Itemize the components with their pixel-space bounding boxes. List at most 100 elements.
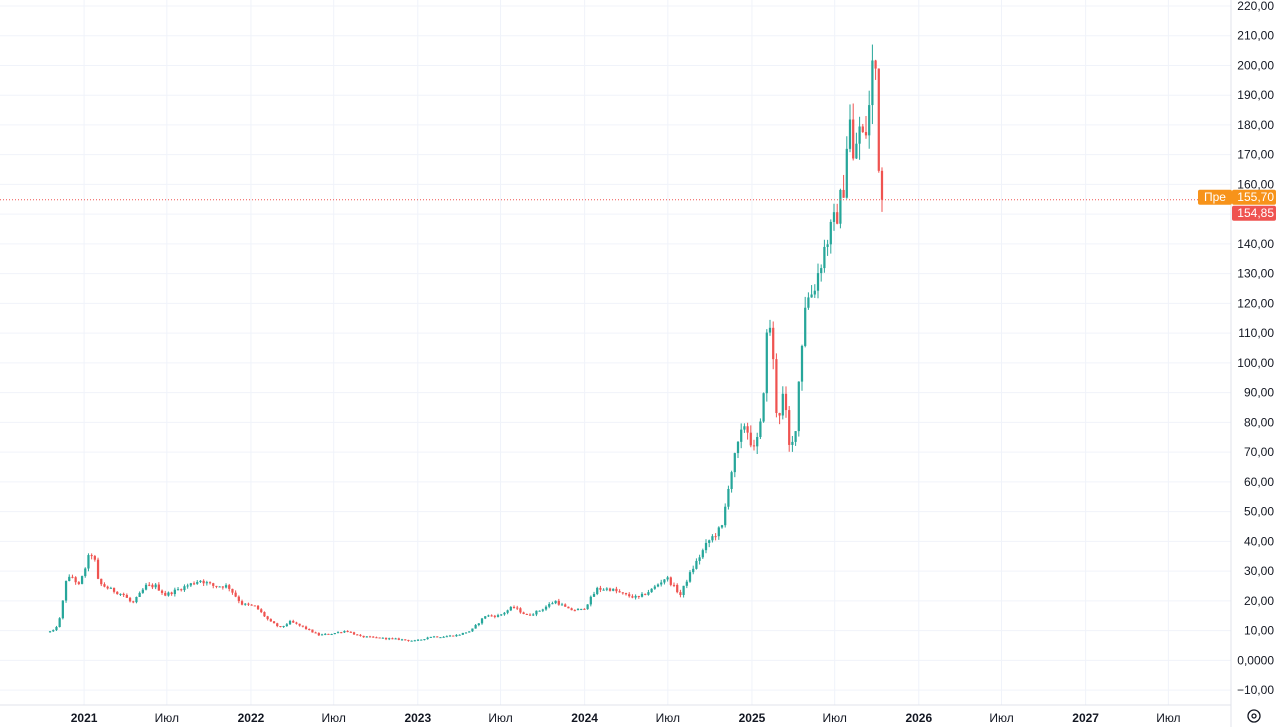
candle-body	[349, 631, 352, 633]
x-axis-labels[interactable]: 2021 Июл 2022 Июл 2023 Июл 2024 Июл 2025 Июл 2026 И…	[71, 711, 1181, 725]
candle	[445, 635, 448, 638]
candle	[832, 203, 836, 231]
candle	[676, 583, 679, 594]
candle	[839, 188, 842, 229]
candle-body	[311, 629, 314, 633]
y-tick-label: 220,00	[1237, 0, 1274, 13]
candle	[90, 553, 93, 560]
candle-body	[826, 244, 829, 247]
candle	[372, 636, 375, 638]
candle-body	[442, 636, 445, 638]
candle	[692, 565, 695, 575]
candle	[442, 636, 445, 638]
candle-body	[551, 603, 554, 605]
candle	[855, 132, 858, 159]
candle	[119, 593, 122, 597]
candle-body	[679, 592, 682, 596]
candle	[541, 608, 544, 613]
candle	[730, 470, 733, 493]
last-price-bg	[1232, 205, 1276, 221]
candle	[55, 625, 58, 631]
premarket-label-bg	[1198, 189, 1232, 205]
candle-body	[615, 588, 618, 592]
candle-body	[650, 588, 653, 593]
candle	[788, 406, 791, 452]
candle	[586, 604, 589, 610]
candle	[394, 637, 397, 640]
candle-body	[256, 605, 260, 610]
candle-body	[384, 637, 388, 640]
candle	[423, 639, 426, 641]
y-tick-label: 30,00	[1244, 564, 1274, 578]
candle-body	[183, 586, 186, 591]
candle-body	[340, 632, 343, 634]
candle	[516, 605, 519, 611]
y-tick-label: 60,00	[1244, 475, 1274, 489]
candle-body	[676, 584, 679, 593]
candle	[768, 319, 772, 336]
candle	[490, 614, 493, 617]
candle	[109, 586, 112, 589]
x-tick-label: Июл	[989, 711, 1013, 725]
candle	[464, 632, 468, 634]
candle	[842, 174, 845, 198]
candle	[52, 629, 55, 632]
candle-body	[714, 536, 717, 538]
candle-body	[567, 606, 570, 609]
candle-body	[87, 555, 90, 569]
candle-body	[64, 581, 68, 601]
candle-body	[864, 132, 868, 136]
candle-body	[253, 605, 256, 607]
candle	[135, 596, 138, 604]
candle	[797, 381, 800, 437]
candle	[180, 588, 183, 592]
candle	[138, 591, 141, 598]
candle	[695, 558, 698, 570]
candle-body	[192, 583, 196, 585]
candle	[644, 593, 647, 596]
candle	[125, 593, 128, 598]
candle-body	[109, 587, 112, 589]
candle	[100, 578, 103, 587]
candle-body	[157, 584, 160, 591]
premarket-badge: Пре 155,70	[1198, 189, 1276, 205]
candle-body	[554, 600, 557, 604]
candle	[868, 90, 871, 149]
candle	[112, 587, 116, 594]
candle-body	[672, 584, 676, 586]
candle-body	[682, 585, 685, 596]
candle-body	[199, 580, 202, 583]
candle	[749, 425, 752, 448]
candle	[301, 625, 304, 628]
candle-body	[736, 441, 740, 454]
candle-body	[292, 620, 295, 623]
candle-body	[848, 119, 852, 149]
candle-body	[653, 586, 656, 589]
candle	[538, 610, 541, 612]
candle	[160, 589, 164, 595]
candle	[592, 591, 596, 597]
y-axis-labels[interactable]: −10,00 0,0000 10,00 20,00 30,00 40,00 50,00 60,…	[1237, 0, 1274, 697]
x-tick-label: Июл	[1156, 711, 1180, 725]
candle	[58, 617, 61, 628]
candle-body	[420, 639, 423, 641]
y-tick-label: 180,00	[1237, 118, 1274, 132]
candle	[132, 600, 135, 604]
candle	[624, 592, 628, 596]
candle	[432, 635, 436, 638]
candle	[493, 614, 496, 619]
settings-button[interactable]	[1244, 706, 1264, 726]
candle	[615, 586, 618, 594]
candle-body	[493, 615, 496, 617]
candle	[144, 582, 148, 591]
candle	[48, 630, 52, 633]
candle-body	[93, 556, 96, 560]
y-tick-label: 20,00	[1244, 594, 1274, 608]
candle-body	[304, 626, 308, 629]
candle	[877, 68, 880, 173]
candle-body	[244, 603, 247, 605]
candle-body	[487, 615, 490, 617]
candle	[775, 353, 778, 418]
